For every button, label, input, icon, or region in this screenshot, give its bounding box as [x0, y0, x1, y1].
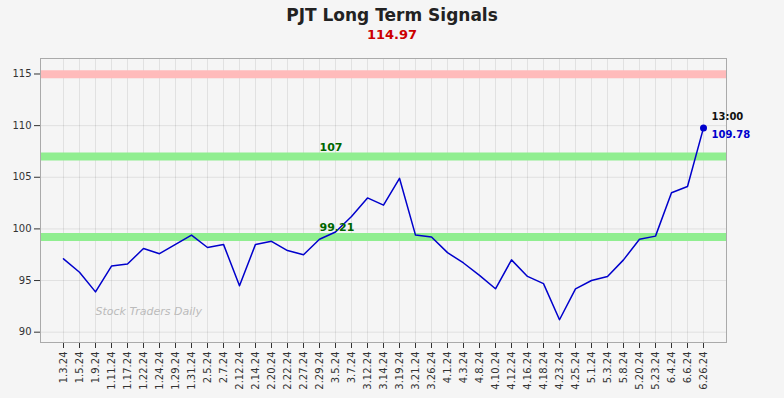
svg-text:107: 107 [320, 141, 343, 154]
svg-text:2.5.24: 2.5.24 [202, 352, 213, 384]
svg-text:105: 105 [12, 171, 31, 182]
html-text:114.97: 114.97 [366, 27, 418, 42]
svg-text:110: 110 [12, 120, 31, 131]
svg-text:2.20.24: 2.20.24 [266, 352, 277, 390]
svg-text:1.11.24: 1.11.24 [106, 352, 117, 390]
svg-text:1.17.24: 1.17.24 [122, 352, 133, 390]
svg-text:95: 95 [19, 275, 32, 286]
svg-text:5.23.24: 5.23.24 [650, 352, 661, 390]
svg-text:1.9.24: 1.9.24 [90, 352, 101, 384]
svg-text:3.14.24: 3.14.24 [378, 352, 389, 390]
svg-text:4.16.24: 4.16.24 [522, 352, 533, 390]
svg-text:1.5.24: 1.5.24 [74, 352, 85, 384]
svg-text:3.12.24: 3.12.24 [362, 352, 373, 390]
svg-text:2.22.24: 2.22.24 [282, 352, 293, 390]
svg-text:1.22.24: 1.22.24 [138, 352, 149, 390]
svg-text:6.6.24: 6.6.24 [682, 352, 693, 384]
svg-text:3.19.24: 3.19.24 [394, 352, 405, 390]
svg-text:2.12.24: 2.12.24 [234, 352, 245, 390]
svg-text:4.8.24: 4.8.24 [474, 352, 485, 384]
svg-text:Stock Traders Daily: Stock Traders Daily [96, 305, 203, 318]
svg-text:2.7.24: 2.7.24 [218, 352, 229, 384]
svg-text:4.18.24: 4.18.24 [538, 352, 549, 390]
svg-text:3.21.24: 3.21.24 [410, 352, 421, 390]
svg-text:2.27.24: 2.27.24 [298, 352, 309, 390]
svg-text:1.3.24: 1.3.24 [58, 352, 69, 384]
svg-text:90: 90 [19, 326, 32, 337]
svg-text:1.24.24: 1.24.24 [154, 352, 165, 390]
svg-text:2.14.24: 2.14.24 [250, 352, 261, 390]
svg-text:2.29.24: 2.29.24 [314, 352, 325, 390]
svg-text:4.1.24: 4.1.24 [442, 352, 453, 384]
svg-text:4.10.24: 4.10.24 [490, 352, 501, 390]
svg-text:115: 115 [12, 68, 31, 79]
svg-text:3.5.24: 3.5.24 [330, 352, 341, 384]
svg-text:5.8.24: 5.8.24 [618, 352, 629, 384]
svg-text:13:00: 13:00 [712, 111, 744, 122]
svg-text:1.29.24: 1.29.24 [170, 352, 181, 390]
svg-text:5.3.24: 5.3.24 [602, 352, 613, 384]
svg-text:6.26.24: 6.26.24 [698, 352, 709, 390]
svg-text:1.31.24: 1.31.24 [186, 352, 197, 390]
svg-text:6.4.24: 6.4.24 [666, 352, 677, 384]
svg-text:4.12.24: 4.12.24 [506, 352, 517, 390]
svg-text:5.20.24: 5.20.24 [634, 352, 645, 390]
svg-text:4.25.24: 4.25.24 [570, 352, 581, 390]
svg-text:5.1.24: 5.1.24 [586, 352, 597, 384]
svg-text:4.3.24: 4.3.24 [458, 352, 469, 384]
svg-text:3.7.24: 3.7.24 [346, 352, 357, 384]
svg-text:100: 100 [12, 223, 31, 234]
svg-text:3.26.24: 3.26.24 [426, 352, 437, 390]
svg-text:109.78: 109.78 [712, 129, 751, 140]
html-text:PJT Long Term Signals: PJT Long Term Signals [286, 5, 498, 25]
svg-text:4.23.24: 4.23.24 [554, 352, 565, 390]
svg-text:99.21: 99.21 [320, 221, 355, 234]
